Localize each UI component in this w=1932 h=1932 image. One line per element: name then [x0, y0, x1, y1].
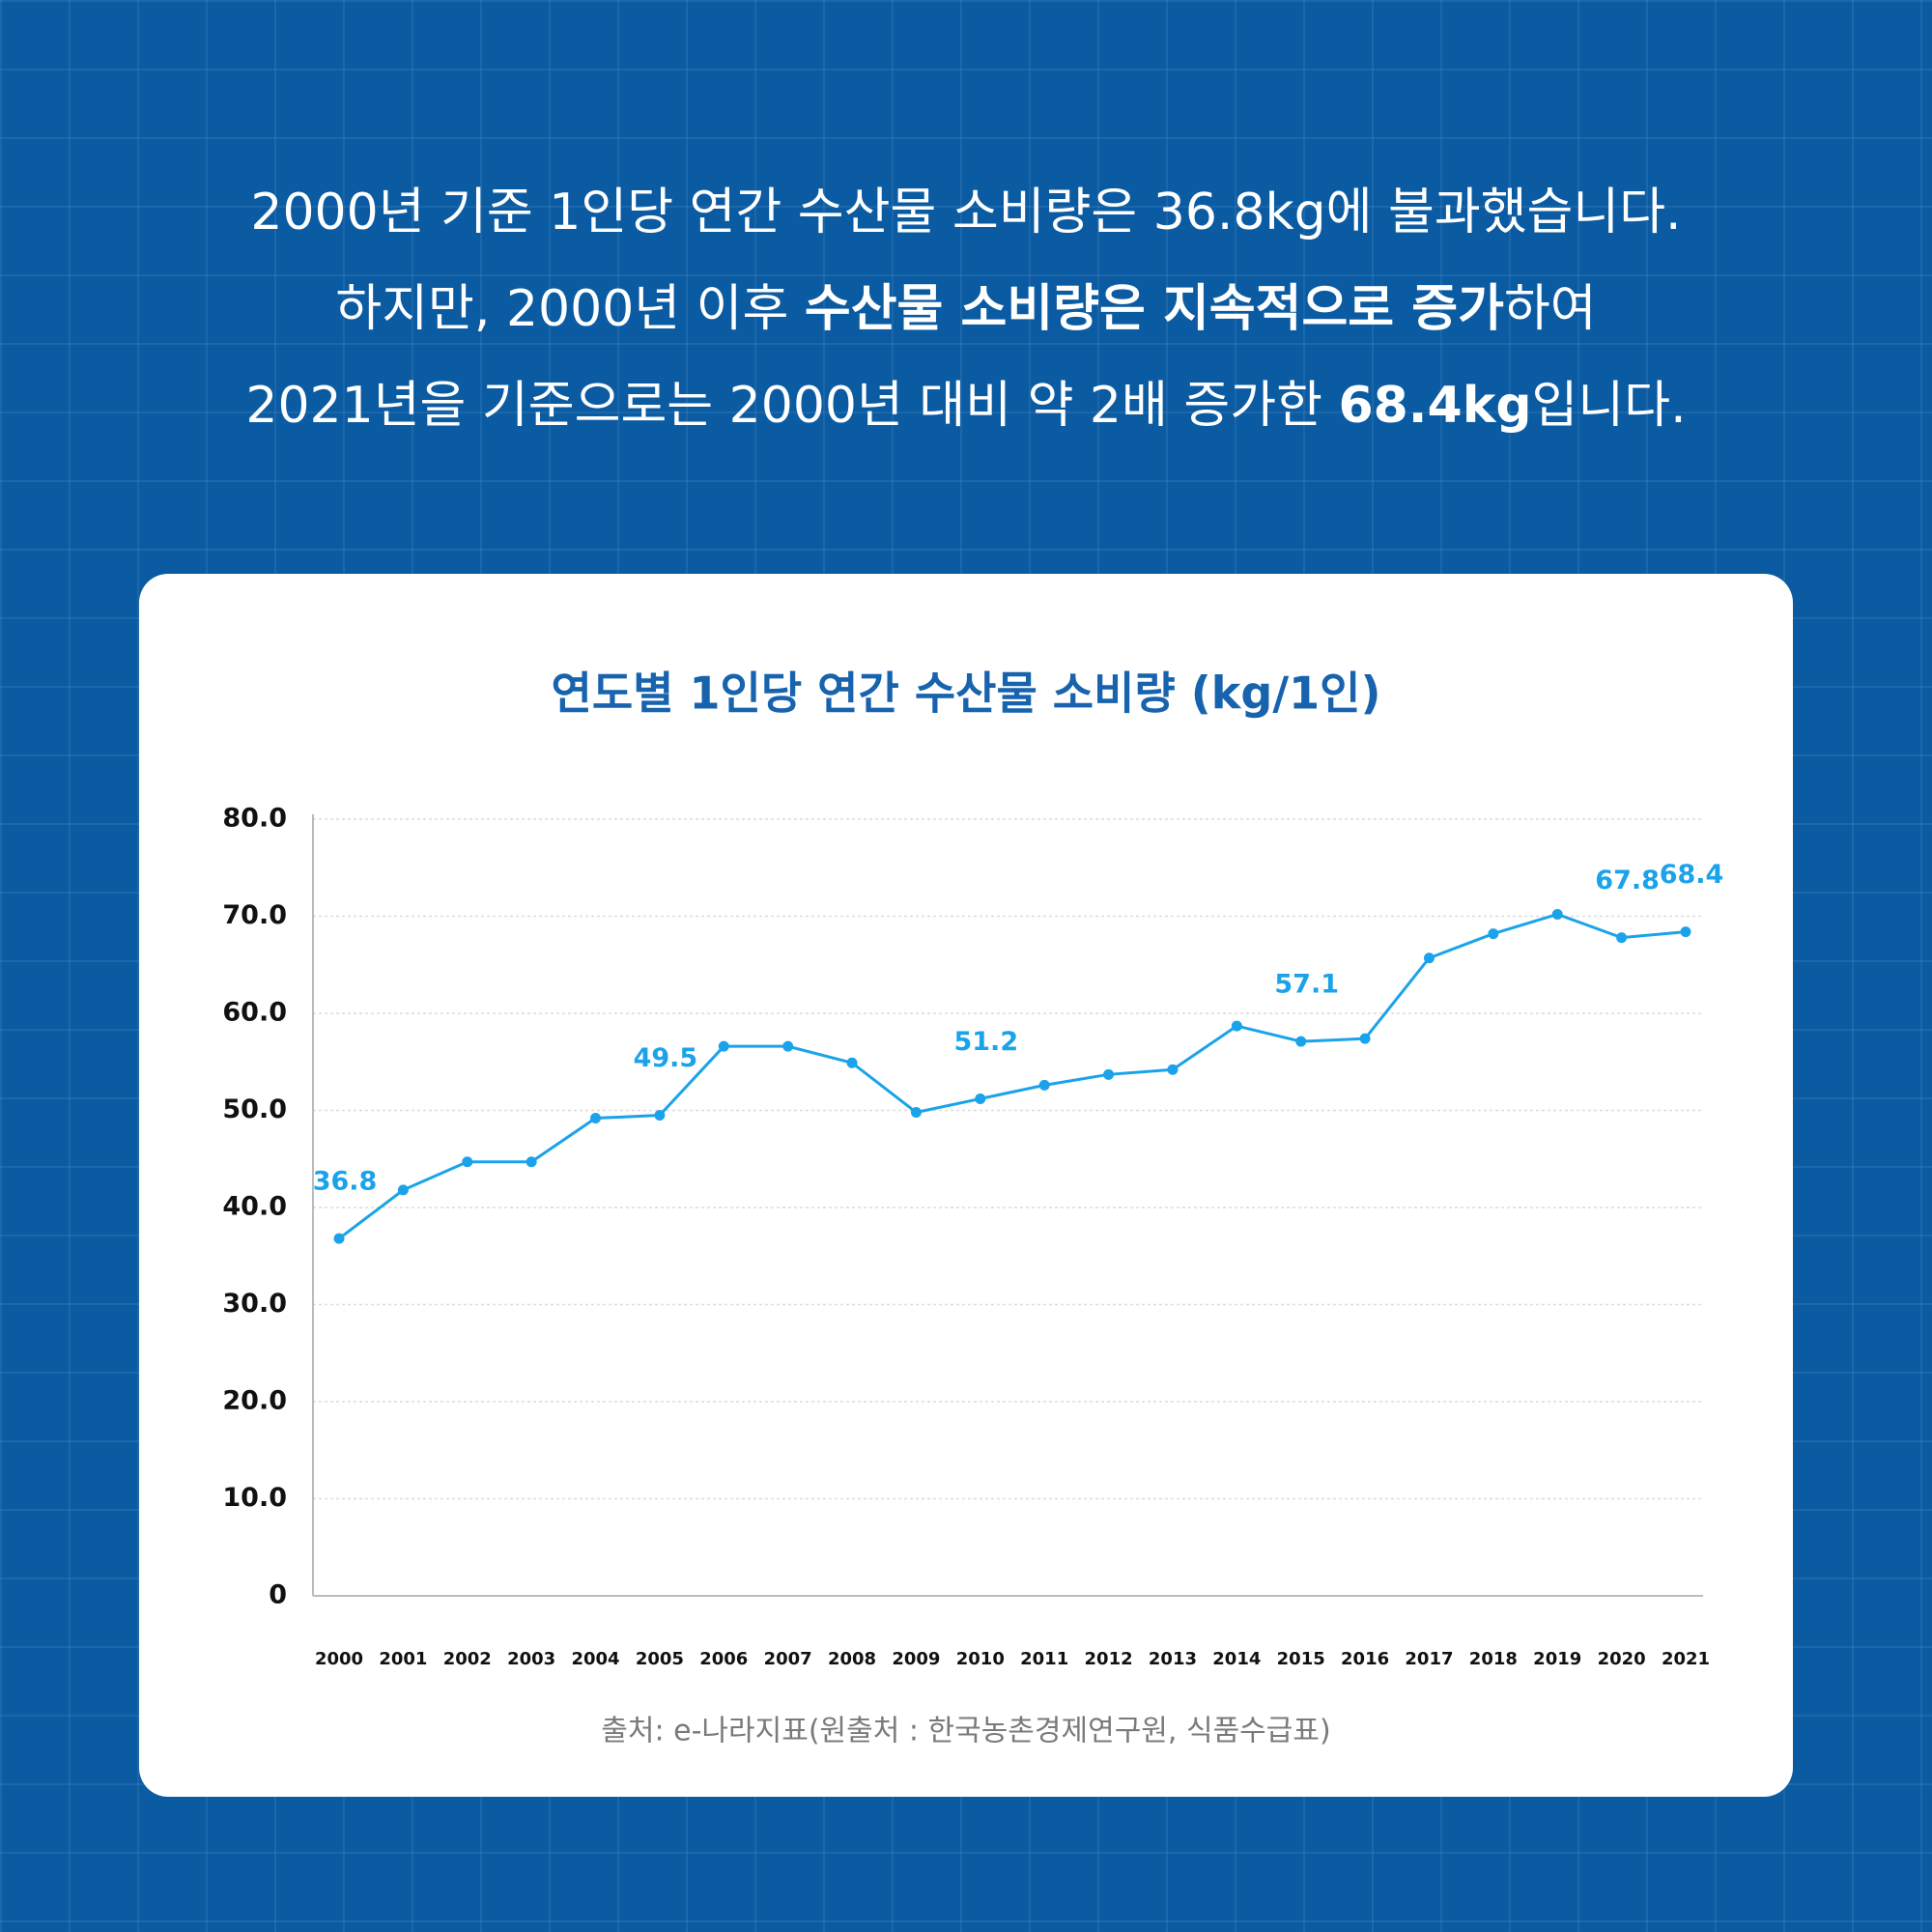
- header-line: 하지만, 2000년 이후 수산물 소비량은 지속적으로 증가하여: [0, 261, 1932, 357]
- data-point: [846, 1057, 858, 1068]
- chart-title: 연도별 1인당 연간 수산물 소비량 (kg/1인): [552, 668, 1381, 720]
- x-tick-label: 2019: [1533, 1649, 1581, 1669]
- data-label: 51.2: [953, 1027, 1018, 1057]
- data-point: [975, 1093, 986, 1104]
- data-point: [1680, 926, 1691, 938]
- x-tick-label: 2007: [764, 1649, 812, 1669]
- data-point: [718, 1040, 729, 1052]
- x-tick-label: 2020: [1598, 1649, 1646, 1669]
- x-tick-label: 2006: [699, 1649, 748, 1669]
- data-point: [1616, 932, 1628, 944]
- y-tick-label: 40.0: [222, 1192, 287, 1222]
- data-point: [782, 1040, 794, 1052]
- data-point: [1038, 1079, 1050, 1091]
- data-point: [526, 1156, 537, 1168]
- data-point: [910, 1107, 922, 1119]
- x-tick-label: 2011: [1020, 1649, 1068, 1669]
- x-tick-label: 2012: [1085, 1649, 1133, 1669]
- data-point: [1423, 952, 1435, 964]
- data-label: 67.8: [1595, 866, 1660, 895]
- x-tick-label: 2021: [1662, 1649, 1710, 1669]
- data-point: [1167, 1064, 1179, 1075]
- y-tick-label: 60.0: [222, 998, 287, 1028]
- x-tick-label: 2013: [1149, 1649, 1197, 1669]
- data-point: [1295, 1036, 1307, 1047]
- x-tick-label: 2009: [892, 1649, 940, 1669]
- header-text: 입니다.: [1531, 377, 1687, 435]
- y-tick-label: 0: [269, 1580, 287, 1610]
- header-line: 2000년 기준 1인당 연간 수산물 소비량은 36.8kg에 불과했습니다.: [0, 164, 1932, 261]
- header-text: 수산물 소비량은 지속적으로 증가: [804, 280, 1504, 338]
- x-tick-label: 2016: [1341, 1649, 1389, 1669]
- source: 출처: e-나라지표(원출처 : 한국농촌경제연구원, 식품수급표): [601, 1715, 1330, 1748]
- data-point: [1551, 908, 1563, 920]
- x-tick-label: 2001: [379, 1649, 427, 1669]
- data-point: [397, 1184, 409, 1196]
- data-point: [590, 1113, 602, 1124]
- y-tick-label: 50.0: [222, 1094, 287, 1124]
- header: 2000년 기준 1인당 연간 수산물 소비량은 36.8kg에 불과했습니다.…: [0, 164, 1932, 454]
- header-line: 2021년을 기준으로는 2000년 대비 약 2배 증가한 68.4kg입니다…: [0, 357, 1932, 454]
- x-tick-label: 2003: [507, 1649, 555, 1669]
- header-text: 68.4kg: [1338, 377, 1532, 435]
- x-tick-label: 2004: [571, 1649, 619, 1669]
- data-label: 36.8: [313, 1167, 378, 1197]
- x-tick-label: 2010: [956, 1649, 1005, 1669]
- y-tick-label: 80.0: [222, 804, 287, 834]
- header-text: 2021년을 기준으로는 2000년 대비 약 2배 증가한: [245, 377, 1339, 435]
- data-point: [1103, 1068, 1115, 1080]
- data-label: 68.4: [1660, 860, 1724, 890]
- y-tick-label: 20.0: [222, 1386, 287, 1416]
- data-point: [1488, 928, 1499, 940]
- data-label: 49.5: [634, 1043, 698, 1073]
- x-tick-label: 2005: [636, 1649, 684, 1669]
- data-point: [462, 1156, 473, 1168]
- y-tick-label: 70.0: [222, 900, 287, 930]
- header-text: 하지만, 2000년 이후: [335, 280, 805, 338]
- data-point: [654, 1110, 666, 1122]
- data-line: [338, 912, 1687, 1240]
- y-tick-label: 30.0: [222, 1289, 287, 1319]
- data-label: 57.1: [1274, 970, 1339, 1000]
- header-text: 2000년 기준 1인당 연간 수산물 소비량은 36.8kg에 불과했습니다.: [250, 184, 1682, 242]
- x-tick-label: 2008: [828, 1649, 876, 1669]
- x-tick-label: 2015: [1277, 1649, 1325, 1669]
- y-tick-label: 10.0: [222, 1483, 287, 1513]
- x-tick-label: 2017: [1405, 1649, 1453, 1669]
- data-point: [333, 1233, 345, 1244]
- header-text: 하여: [1503, 280, 1597, 338]
- x-tick-label: 2002: [443, 1649, 492, 1669]
- data-point: [1231, 1020, 1242, 1032]
- x-tick-label: 2018: [1469, 1649, 1518, 1669]
- x-tick-label: 2014: [1212, 1649, 1261, 1669]
- data-point: [1359, 1033, 1371, 1044]
- x-tick-label: 2000: [315, 1649, 363, 1669]
